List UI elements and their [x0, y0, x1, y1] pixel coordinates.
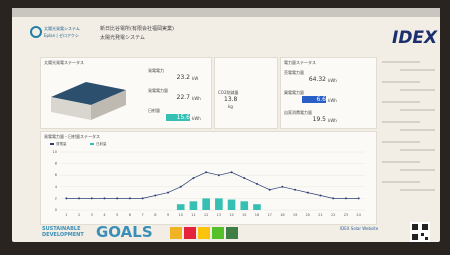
- website-label[interactable]: IDEX Solar Website: [340, 226, 378, 231]
- x-tick-label: 14: [229, 213, 234, 217]
- x-tick-label: 17: [267, 213, 271, 217]
- sdg-icons: [170, 226, 240, 240]
- building-illustration: [46, 72, 131, 122]
- middle-value: 13.8: [224, 96, 237, 103]
- right-panel-title: 電力量ステータス: [284, 60, 316, 66]
- bar: [240, 201, 248, 210]
- x-tick-label: 3: [91, 213, 93, 217]
- sdg-text: SUSTAINABLE DEVELOPMENT: [42, 226, 94, 238]
- x-tick-label: 1: [65, 213, 67, 217]
- x-tick-label: 16: [255, 213, 259, 217]
- y-tick-label: 4: [55, 185, 58, 189]
- metric-value: 6.6: [302, 96, 326, 103]
- x-tick-label: 20: [306, 213, 310, 217]
- x-tick-label: 15: [242, 213, 246, 217]
- y-tick-label: 6: [55, 173, 57, 177]
- panel-title: 太陽光発電ステータス: [44, 60, 84, 66]
- bar: [202, 198, 210, 210]
- x-tick-label: 6: [129, 213, 131, 217]
- sdg-goals: GOALS: [96, 223, 153, 241]
- line: [66, 172, 358, 198]
- sidebar: [380, 58, 438, 223]
- x-tick-label: 22: [331, 213, 335, 217]
- site-name: 新日比谷電所(有限会社福岡実業): [100, 25, 174, 32]
- metric-unit: kW: [192, 76, 198, 81]
- x-tick-label: 12: [204, 213, 208, 217]
- bar: [228, 200, 236, 210]
- x-tick-label: 5: [116, 213, 118, 217]
- x-tick-label: 2: [78, 213, 80, 217]
- metric-value: 23.2: [166, 74, 190, 81]
- metric-label: 買電電力量: [284, 90, 304, 96]
- legend-label: 発電量: [56, 141, 67, 146]
- site-subtitle: 太陽光発電システム: [100, 34, 145, 41]
- browser-bar: [12, 8, 440, 17]
- bar: [177, 204, 185, 210]
- x-tick-label: 18: [280, 213, 284, 217]
- metric-value: 64.32: [302, 76, 326, 83]
- x-tick-label: 9: [167, 213, 169, 217]
- photo: 太陽光発電システム Eplan | ゼロアクシ 新日比谷電所(有限会社福岡実業)…: [0, 0, 450, 255]
- middle-unit: kg: [228, 104, 233, 109]
- metric-unit: kWh: [328, 118, 337, 123]
- metric-value: 15.6: [166, 114, 190, 121]
- x-tick-label: 7: [141, 213, 143, 217]
- bar: [215, 198, 223, 210]
- x-tick-label: 23: [344, 213, 348, 217]
- brand: Eplan | ゼロアクシ: [44, 33, 79, 39]
- metric-unit: kWh: [328, 98, 337, 103]
- legend-swatch: [50, 143, 54, 145]
- metric-value: 19.5: [302, 116, 326, 123]
- logo-icon: [30, 24, 42, 40]
- bar: [253, 204, 261, 210]
- metric-unit: kWh: [328, 78, 337, 83]
- x-tick-label: 8: [154, 213, 156, 217]
- legend-swatch: [90, 143, 94, 145]
- x-tick-label: 10: [178, 213, 182, 217]
- x-tick-label: 13: [217, 213, 221, 217]
- y-tick-label: 10: [53, 150, 57, 154]
- x-tick-label: 4: [103, 213, 106, 217]
- system-label: 太陽光発電システム: [44, 26, 80, 32]
- x-tick-label: 21: [318, 213, 322, 217]
- company-logo: IDEX: [392, 28, 437, 48]
- qr-code: [410, 222, 430, 242]
- metric-label: 日射量: [148, 108, 160, 114]
- x-tick-label: 24: [356, 213, 361, 217]
- metric-unit: kWh: [192, 116, 201, 121]
- metric-value: 22.7: [166, 94, 190, 101]
- bar: [190, 201, 198, 210]
- y-tick-label: 2: [55, 196, 57, 200]
- y-tick-label: 8: [55, 162, 57, 166]
- y-tick-label: 0: [55, 208, 57, 212]
- metric-label: 発電電力: [148, 68, 164, 74]
- x-tick-label: 11: [191, 213, 195, 217]
- metric-unit: kWh: [192, 96, 201, 101]
- metric-label: 発電電力量: [148, 88, 168, 94]
- x-tick-label: 19: [293, 213, 297, 217]
- legend-label: 日射量: [96, 141, 107, 146]
- metric-label: 売電電力量: [284, 70, 304, 76]
